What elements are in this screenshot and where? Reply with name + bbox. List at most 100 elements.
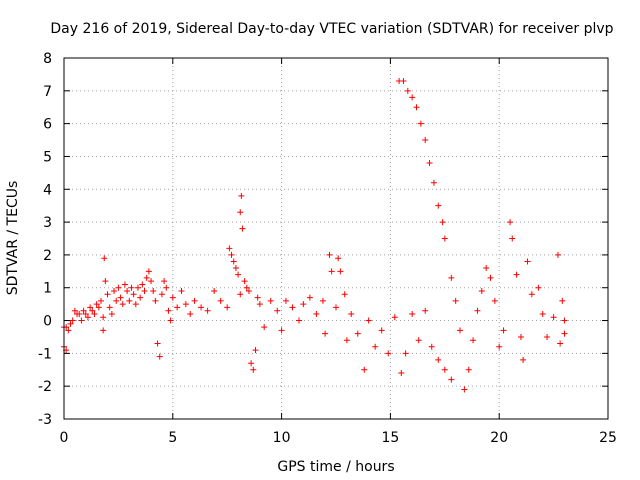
x-axis-tick-labels: 0 5 10 15 20 25 bbox=[60, 430, 617, 446]
data-point bbox=[139, 281, 146, 288]
data-point bbox=[167, 317, 174, 324]
data-point bbox=[237, 209, 244, 216]
data-point bbox=[348, 310, 355, 317]
data-point bbox=[82, 310, 89, 317]
data-point bbox=[278, 327, 285, 334]
data-point bbox=[415, 337, 422, 344]
data-point bbox=[400, 77, 407, 84]
data-point bbox=[111, 288, 118, 295]
data-point bbox=[204, 307, 211, 314]
x-tick-label: 15 bbox=[381, 430, 399, 446]
data-point bbox=[97, 297, 104, 304]
y-tick-label: -1 bbox=[38, 346, 52, 362]
data-point bbox=[524, 258, 531, 265]
data-point bbox=[152, 297, 159, 304]
data-point bbox=[478, 288, 485, 295]
data-point bbox=[254, 294, 261, 301]
data-point bbox=[165, 307, 172, 314]
data-point bbox=[156, 353, 163, 360]
data-point bbox=[448, 376, 455, 383]
y-tick-label: 8 bbox=[43, 51, 52, 67]
data-point bbox=[117, 294, 124, 301]
data-point bbox=[145, 268, 152, 275]
y-tick-label: 4 bbox=[43, 182, 52, 198]
data-point bbox=[561, 330, 568, 337]
plot-frame bbox=[63, 57, 609, 420]
data-point bbox=[134, 284, 141, 291]
data-point bbox=[441, 235, 448, 242]
chart-title: Day 216 of 2019, Sidereal Day-to-day VTE… bbox=[50, 21, 613, 37]
y-tick-label: 6 bbox=[43, 117, 52, 133]
data-point bbox=[296, 317, 303, 324]
data-point bbox=[328, 268, 335, 275]
data-point bbox=[243, 284, 250, 291]
data-point bbox=[238, 192, 245, 199]
data-point bbox=[535, 284, 542, 291]
data-point bbox=[235, 271, 242, 278]
y-tick-label: -2 bbox=[38, 379, 52, 395]
data-point bbox=[106, 304, 113, 311]
data-point bbox=[365, 317, 372, 324]
data-point bbox=[113, 297, 120, 304]
data-point bbox=[509, 235, 516, 242]
data-point bbox=[124, 288, 131, 295]
data-point bbox=[282, 297, 289, 304]
data-point bbox=[402, 350, 409, 357]
data-point bbox=[561, 317, 568, 324]
data-point bbox=[137, 294, 144, 301]
data-point bbox=[404, 87, 411, 94]
data-point bbox=[154, 340, 161, 347]
data-point bbox=[150, 288, 157, 295]
data-point bbox=[337, 268, 344, 275]
data-point bbox=[119, 301, 126, 308]
data-point bbox=[413, 104, 420, 111]
data-point bbox=[409, 310, 416, 317]
y-tick-label: 1 bbox=[43, 281, 52, 297]
data-point bbox=[65, 327, 72, 334]
data-point bbox=[528, 291, 535, 298]
data-point bbox=[335, 255, 342, 262]
data-point bbox=[428, 343, 435, 350]
data-point bbox=[84, 314, 91, 321]
data-point bbox=[126, 297, 133, 304]
data-point bbox=[361, 366, 368, 373]
data-point bbox=[378, 327, 385, 334]
data-point bbox=[430, 179, 437, 186]
data-point bbox=[274, 307, 281, 314]
x-tick-label: 20 bbox=[490, 430, 508, 446]
data-point bbox=[128, 284, 135, 291]
data-point bbox=[435, 202, 442, 209]
data-point bbox=[391, 314, 398, 321]
data-point bbox=[108, 310, 115, 317]
data-point bbox=[439, 219, 446, 226]
data-point bbox=[554, 251, 561, 258]
data-point bbox=[230, 258, 237, 265]
x-tick-label: 0 bbox=[60, 430, 69, 446]
data-point bbox=[483, 265, 490, 272]
data-point bbox=[559, 297, 566, 304]
x-axis-label: GPS time / hours bbox=[277, 459, 394, 475]
data-point bbox=[539, 310, 546, 317]
data-point bbox=[132, 301, 139, 308]
data-points bbox=[61, 77, 568, 393]
data-point bbox=[163, 284, 170, 291]
y-tick-label: -3 bbox=[38, 412, 52, 428]
axis-ticks bbox=[63, 57, 609, 420]
data-point bbox=[232, 265, 239, 272]
data-point bbox=[289, 304, 296, 311]
data-point bbox=[169, 294, 176, 301]
data-point bbox=[422, 307, 429, 314]
data-point bbox=[101, 255, 108, 262]
data-point bbox=[102, 278, 109, 285]
data-point bbox=[550, 314, 557, 321]
y-tick-label: 0 bbox=[43, 314, 52, 330]
x-tick-label: 10 bbox=[273, 430, 291, 446]
data-point bbox=[237, 291, 244, 298]
data-point bbox=[256, 301, 263, 308]
data-point bbox=[457, 327, 464, 334]
data-point bbox=[422, 137, 429, 144]
y-axis-tick-labels: -3 -2 -1 0 1 2 3 4 5 6 7 8 bbox=[38, 51, 52, 428]
data-point bbox=[69, 317, 76, 324]
data-point bbox=[465, 366, 472, 373]
